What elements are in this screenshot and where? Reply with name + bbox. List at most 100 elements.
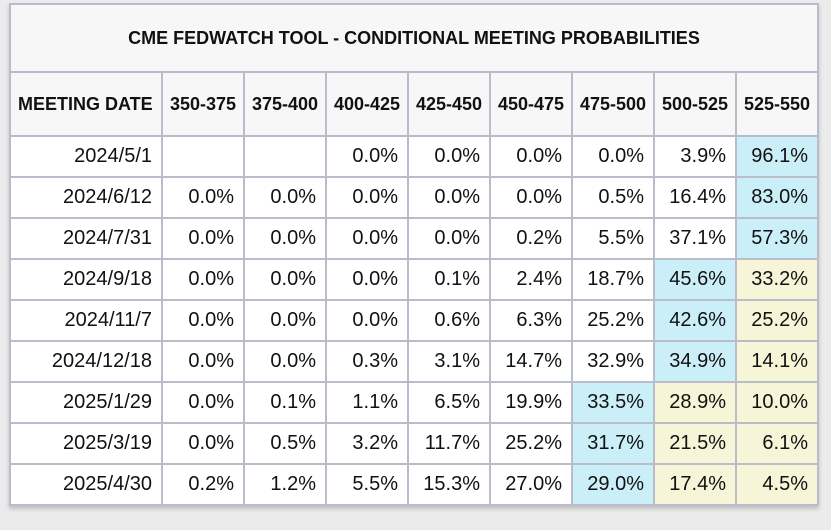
probability-cell: 37.1% <box>653 217 737 260</box>
probability-cell: 1.2% <box>243 463 327 506</box>
probability-cell: 14.7% <box>489 340 573 383</box>
rate-range-column-header: 525-550 <box>735 71 819 137</box>
probability-cell: 0.0% <box>161 258 245 301</box>
table-row: 2024/12/18 0.0% 0.0% 0.3% 3.1% 14.7% 32.9% 34.9… <box>9 340 819 383</box>
probability-cell: 0.2% <box>489 217 573 260</box>
probability-cell: 10.0% <box>735 381 819 424</box>
meeting-date-cell: 2024/6/12 <box>9 176 163 219</box>
meeting-date-cell: 2024/9/18 <box>9 258 163 301</box>
probability-cell: 0.0% <box>489 176 573 219</box>
probability-cell: 0.0% <box>243 217 327 260</box>
meeting-date-cell: 2025/4/30 <box>9 463 163 506</box>
probability-cell: 2.4% <box>489 258 573 301</box>
table-row: 2024/7/31 0.0% 0.0% 0.0% 0.0% 0.2% 5.5% 37.1% 57… <box>9 217 819 260</box>
probability-cell: 16.4% <box>653 176 737 219</box>
probability-cell: 0.0% <box>161 340 245 383</box>
probability-cell: 0.0% <box>489 135 573 178</box>
probability-cell: 0.0% <box>325 258 409 301</box>
probability-cell: 0.0% <box>243 299 327 342</box>
probability-cell: 19.9% <box>489 381 573 424</box>
probability-cell: 6.1% <box>735 422 819 465</box>
rate-range-column-header: 425-450 <box>407 71 491 137</box>
probability-cell: 33.5% <box>571 381 655 424</box>
probability-cell: 5.5% <box>325 463 409 506</box>
rate-range-column-header: 400-425 <box>325 71 409 137</box>
probability-cell: 57.3% <box>735 217 819 260</box>
meeting-date-cell: 2024/7/31 <box>9 217 163 260</box>
table-row: 2025/1/29 0.0% 0.1% 1.1% 6.5% 19.9% 33.5% 28.9%… <box>9 381 819 424</box>
probability-cell: 33.2% <box>735 258 819 301</box>
probability-cell: 0.6% <box>407 299 491 342</box>
probability-cell: 34.9% <box>653 340 737 383</box>
table-row: 2024/5/1 0.0% 0.0% 0.0% 0.0% 3.9% 96.1% <box>9 135 819 178</box>
meeting-date-column-header: MEETING DATE <box>9 71 163 137</box>
meeting-date-cell: 2025/1/29 <box>9 381 163 424</box>
probability-cell: 0.5% <box>243 422 327 465</box>
probability-cell: 0.0% <box>325 217 409 260</box>
probability-cell: 83.0% <box>735 176 819 219</box>
probability-cell: 28.9% <box>653 381 737 424</box>
probability-cell: 0.0% <box>161 176 245 219</box>
probability-cell: 29.0% <box>571 463 655 506</box>
header-row: MEETING DATE 350-375 375-400 400-425 425-450… <box>9 71 819 137</box>
probability-cell: 15.3% <box>407 463 491 506</box>
probability-cell: 4.5% <box>735 463 819 506</box>
probability-cell: 25.2% <box>489 422 573 465</box>
title-row: CME FEDWATCH TOOL - CONDITIONAL MEETING … <box>9 3 819 73</box>
table-row: 2025/4/30 0.2% 1.2% 5.5% 15.3% 27.0% 29.0% 17.4… <box>9 463 819 506</box>
meeting-date-cell: 2025/3/19 <box>9 422 163 465</box>
probability-cell: 96.1% <box>735 135 819 178</box>
probability-cell: 27.0% <box>489 463 573 506</box>
probability-cell: 0.0% <box>407 135 491 178</box>
probability-cell: 0.0% <box>407 217 491 260</box>
probability-cell: 25.2% <box>571 299 655 342</box>
probability-cell: 3.2% <box>325 422 409 465</box>
probability-cell: 45.6% <box>653 258 737 301</box>
probability-cell: 0.0% <box>325 135 409 178</box>
table-row: 2024/6/12 0.0% 0.0% 0.0% 0.0% 0.0% 0.5% 16.4% 83… <box>9 176 819 219</box>
probability-cell: 0.3% <box>325 340 409 383</box>
probability-cell <box>161 135 245 178</box>
probability-cell: 0.0% <box>571 135 655 178</box>
probability-cell: 25.2% <box>735 299 819 342</box>
probability-cell: 11.7% <box>407 422 491 465</box>
probability-cell: 0.0% <box>161 217 245 260</box>
probability-cell: 0.0% <box>325 176 409 219</box>
probability-cell: 1.1% <box>325 381 409 424</box>
meeting-date-cell: 2024/11/7 <box>9 299 163 342</box>
probability-cell: 42.6% <box>653 299 737 342</box>
rate-range-column-header: 375-400 <box>243 71 327 137</box>
probability-cell: 0.0% <box>243 258 327 301</box>
probability-cell: 0.0% <box>243 176 327 219</box>
probability-cell: 3.9% <box>653 135 737 178</box>
probability-cell <box>243 135 327 178</box>
probability-cell: 0.0% <box>325 299 409 342</box>
probability-cell: 6.5% <box>407 381 491 424</box>
meeting-date-cell: 2024/12/18 <box>9 340 163 383</box>
rate-range-column-header: 475-500 <box>571 71 655 137</box>
probability-cell: 0.0% <box>161 299 245 342</box>
table-row: 2025/3/19 0.0% 0.5% 3.2% 11.7% 25.2% 31.7% 21.5… <box>9 422 819 465</box>
table-row: 2024/11/7 0.0% 0.0% 0.0% 0.6% 6.3% 25.2% 42.6% 2… <box>9 299 819 342</box>
probability-cell: 0.0% <box>407 176 491 219</box>
probability-cell: 18.7% <box>571 258 655 301</box>
probability-cell: 0.1% <box>407 258 491 301</box>
rate-range-column-header: 500-525 <box>653 71 737 137</box>
probability-cell: 6.3% <box>489 299 573 342</box>
table-title: CME FEDWATCH TOOL - CONDITIONAL MEETING … <box>9 3 819 73</box>
probability-cell: 32.9% <box>571 340 655 383</box>
meeting-date-cell: 2024/5/1 <box>9 135 163 178</box>
probability-cell: 0.2% <box>161 463 245 506</box>
rate-range-column-header: 350-375 <box>161 71 245 137</box>
table-row: 2024/9/18 0.0% 0.0% 0.0% 0.1% 2.4% 18.7% 45.6% 3… <box>9 258 819 301</box>
probability-cell: 31.7% <box>571 422 655 465</box>
probability-cell: 21.5% <box>653 422 737 465</box>
table-body: 2024/5/1 0.0% 0.0% 0.0% 0.0% 3.9% 96.1% 2024/6/… <box>9 135 819 506</box>
rate-range-column-header: 450-475 <box>489 71 573 137</box>
fedwatch-probabilities-table: CME FEDWATCH TOOL - CONDITIONAL MEETING … <box>9 3 819 506</box>
probability-cell: 17.4% <box>653 463 737 506</box>
probability-cell: 3.1% <box>407 340 491 383</box>
probability-cell: 0.0% <box>243 340 327 383</box>
probability-cell: 0.1% <box>243 381 327 424</box>
probability-cell: 0.0% <box>161 381 245 424</box>
